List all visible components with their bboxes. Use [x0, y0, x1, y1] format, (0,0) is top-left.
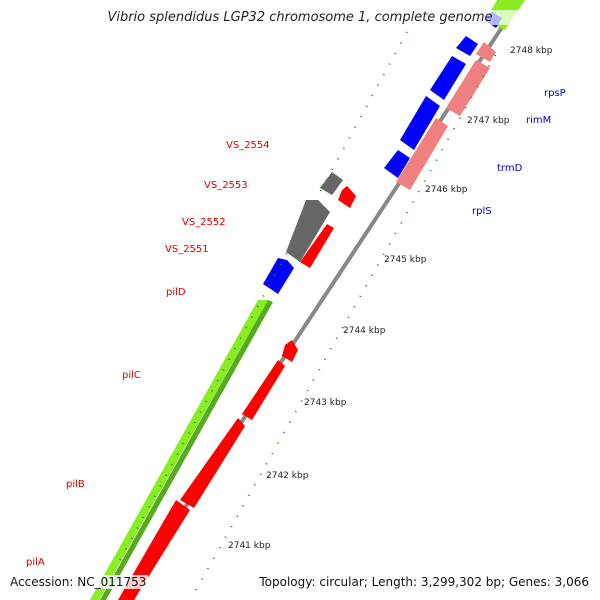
accession-text: Accession: NC_011753: [8, 575, 149, 589]
gene-VS2552-red-feature: [300, 224, 334, 268]
kbp-tick-label: 2745 kbp: [384, 255, 427, 265]
summary-text: Topology: circular; Length: 3,299,302 bp…: [257, 575, 591, 589]
gene-rimM-pink-feature: [446, 60, 490, 116]
gene-pilC-feature: [242, 360, 285, 420]
gene-label-pilB: pilB: [66, 479, 85, 490]
gene-rpsP-pink-feature: [476, 42, 496, 62]
gene-pilD-feature: [282, 340, 298, 362]
gene-features: [118, 12, 502, 600]
gene-rimM-feature: [430, 56, 466, 100]
gene-VS2553-feature: [286, 200, 330, 262]
left-gene-labels: pilA pilB pilC pilD VS_2551 VS_2552 VS_2…: [26, 140, 270, 568]
kbp-tick-label: 2746 kbp: [425, 185, 468, 195]
kbp-tick-label: 2741 kbp: [228, 541, 271, 551]
gene-label-VS_2554: VS_2554: [226, 140, 270, 151]
gene-VS2551-feature: [263, 258, 294, 294]
gene-VS2554-feature: [320, 172, 343, 195]
gene-rplS-feature: [384, 150, 410, 178]
kbp-tick-label: 2742 kbp: [266, 471, 309, 481]
gene-label-trmD: trmD: [497, 163, 523, 174]
gene-rpsP-feature: [456, 36, 478, 56]
gene-label-pilC: pilC: [122, 370, 141, 381]
gene-trmD-feature: [400, 96, 440, 150]
gene-label-pilA: pilA: [26, 557, 45, 568]
kbp-tick-label: 2747 kbp: [467, 116, 510, 126]
kbp-tick-label: 2748 kbp: [510, 46, 553, 56]
gene-label-rplS: rplS: [472, 206, 492, 217]
gene-label-VS_2553: VS_2553: [204, 180, 248, 191]
kbp-tick-label: 2744 kbp: [343, 326, 386, 336]
gene-label-pilD: pilD: [166, 287, 186, 298]
gene-label-VS_2551: VS_2551: [165, 244, 209, 255]
gene-label-VS_2552: VS_2552: [182, 217, 226, 228]
kbp-tick-label: 2743 kbp: [304, 398, 347, 408]
gene-rplS-pink-feature: [396, 118, 448, 190]
gene-pilB-feature: [180, 418, 245, 508]
gene-label-rpsP: rpsP: [544, 88, 566, 99]
page-title: Vibrio splendidus LGP32 chromosome 1, co…: [0, 10, 600, 25]
gene-extra-red-feature: [338, 186, 356, 208]
gene-label-rimM: rimM: [526, 115, 551, 126]
right-gene-labels: rplS trmD rimM rpsP: [472, 88, 566, 217]
kbp-axis: 2741 kbp 2742 kbp 2743 kbp 2744 kbp 2745…: [228, 46, 553, 551]
